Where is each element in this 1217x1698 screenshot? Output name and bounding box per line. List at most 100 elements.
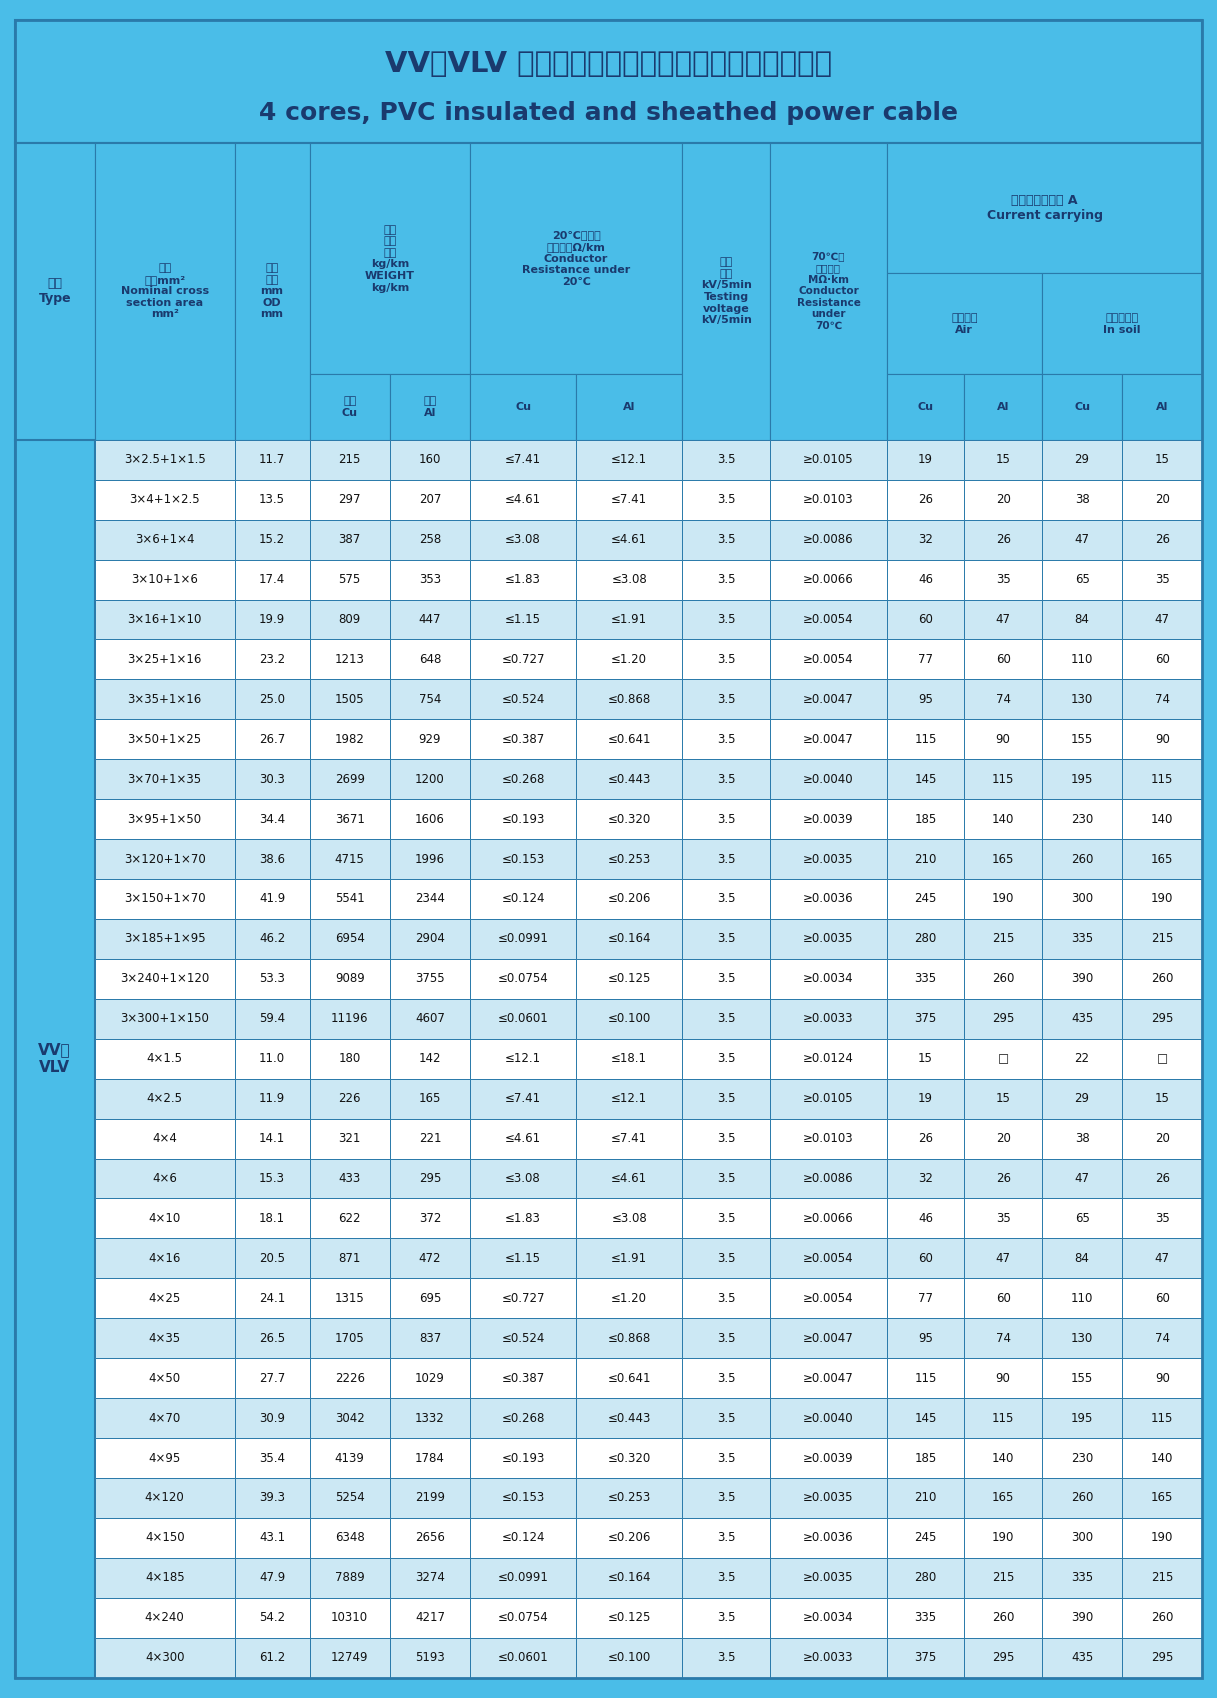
Text: ≤0.124: ≤0.124 [501, 1532, 545, 1545]
Bar [95, 759, 235, 800]
Text: 1784: 1784 [415, 1452, 445, 1464]
Text: 参考
外径
mm
OD
mm: 参考 外径 mm OD mm [260, 263, 284, 319]
Text: ≤0.0754: ≤0.0754 [498, 973, 549, 985]
Text: ≤0.268: ≤0.268 [501, 1411, 545, 1425]
Bar [95, 1119, 235, 1158]
Text: ≤0.443: ≤0.443 [607, 773, 651, 786]
Bar [770, 839, 887, 880]
Text: 1029: 1029 [415, 1372, 445, 1384]
Bar [389, 1158, 470, 1199]
Bar [235, 679, 309, 720]
Text: 375: 375 [914, 1650, 937, 1664]
Bar [1122, 599, 1202, 640]
Bar [964, 375, 1042, 440]
Bar [95, 1318, 235, 1358]
Bar [95, 481, 235, 520]
Bar [887, 1238, 964, 1279]
Bar [576, 560, 683, 599]
Bar [389, 1557, 470, 1598]
Bar [683, 560, 770, 599]
Bar [309, 1637, 389, 1678]
Bar [683, 1119, 770, 1158]
Text: 60: 60 [996, 1292, 1010, 1304]
Text: 型号
Type: 型号 Type [39, 277, 71, 306]
Bar [95, 1518, 235, 1557]
Bar [576, 1438, 683, 1477]
Bar [887, 720, 964, 759]
Text: 46: 46 [918, 572, 933, 586]
Text: 3×4+1×2.5: 3×4+1×2.5 [129, 492, 200, 506]
Text: 90: 90 [1155, 1372, 1170, 1384]
Bar [95, 1358, 235, 1397]
Text: 1705: 1705 [335, 1331, 365, 1345]
Bar [964, 640, 1042, 679]
Text: 353: 353 [419, 572, 441, 586]
Text: 245: 245 [914, 1532, 937, 1545]
Text: 26: 26 [1155, 1172, 1170, 1185]
Text: ≥0.0036: ≥0.0036 [803, 893, 854, 905]
Bar [235, 1358, 309, 1397]
Bar [964, 919, 1042, 959]
Text: 4×185: 4×185 [145, 1571, 185, 1584]
Text: ≤1.83: ≤1.83 [505, 572, 542, 586]
Bar [770, 481, 887, 520]
Text: 115: 115 [1151, 1411, 1173, 1425]
Bar [683, 880, 770, 919]
Bar [683, 679, 770, 720]
Bar [235, 640, 309, 679]
Text: 245: 245 [914, 893, 937, 905]
Text: 3.5: 3.5 [717, 1133, 735, 1144]
Text: 3.5: 3.5 [717, 773, 735, 786]
Text: Al: Al [1156, 402, 1168, 413]
Text: 221: 221 [419, 1133, 442, 1144]
Bar [15, 440, 95, 1678]
Bar [770, 1518, 887, 1557]
Bar [95, 720, 235, 759]
Text: 4×16: 4×16 [148, 1251, 181, 1265]
Text: 电缆
参考
重量
kg/km
WEIGHT
kg/km: 电缆 参考 重量 kg/km WEIGHT kg/km [365, 224, 415, 292]
Text: 295: 295 [992, 1012, 1014, 1026]
Bar [683, 640, 770, 679]
Text: ≤0.868: ≤0.868 [607, 693, 651, 706]
Text: 3×35+1×16: 3×35+1×16 [128, 693, 202, 706]
Bar [470, 1199, 576, 1238]
Bar [309, 919, 389, 959]
Text: 230: 230 [1071, 1452, 1093, 1464]
Bar [470, 1318, 576, 1358]
Text: 59.4: 59.4 [259, 1012, 285, 1026]
Bar [470, 720, 576, 759]
Text: ≤7.41: ≤7.41 [611, 1133, 647, 1144]
Bar [770, 640, 887, 679]
Bar [964, 959, 1042, 998]
Text: 77: 77 [918, 1292, 933, 1304]
Text: 3.5: 3.5 [717, 852, 735, 866]
Text: 3.5: 3.5 [717, 1532, 735, 1545]
Text: 4×300: 4×300 [145, 1650, 185, 1664]
Text: 4715: 4715 [335, 852, 365, 866]
Bar [887, 273, 1042, 375]
Text: ≤0.0601: ≤0.0601 [498, 1012, 549, 1026]
Bar [235, 1078, 309, 1119]
Bar [964, 599, 1042, 640]
Bar [964, 1119, 1042, 1158]
Text: ≤0.153: ≤0.153 [501, 852, 545, 866]
Text: ≥0.0039: ≥0.0039 [803, 1452, 854, 1464]
Bar [1042, 839, 1122, 880]
Text: 34.4: 34.4 [259, 813, 285, 825]
Text: ≥0.0103: ≥0.0103 [803, 492, 854, 506]
Bar [683, 800, 770, 839]
Bar [576, 1598, 683, 1637]
Bar [389, 1199, 470, 1238]
Text: ≥0.0035: ≥0.0035 [803, 1571, 853, 1584]
Bar [1042, 1238, 1122, 1279]
Text: 4×240: 4×240 [145, 1611, 185, 1625]
Text: 1982: 1982 [335, 734, 365, 745]
Text: 1606: 1606 [415, 813, 445, 825]
Text: 258: 258 [419, 533, 441, 547]
Text: 26.7: 26.7 [259, 734, 285, 745]
Bar [964, 1078, 1042, 1119]
Bar [389, 1358, 470, 1397]
Text: ≥0.0036: ≥0.0036 [803, 1532, 854, 1545]
Text: ≤3.08: ≤3.08 [611, 1212, 647, 1224]
Text: 29: 29 [1075, 1092, 1089, 1105]
